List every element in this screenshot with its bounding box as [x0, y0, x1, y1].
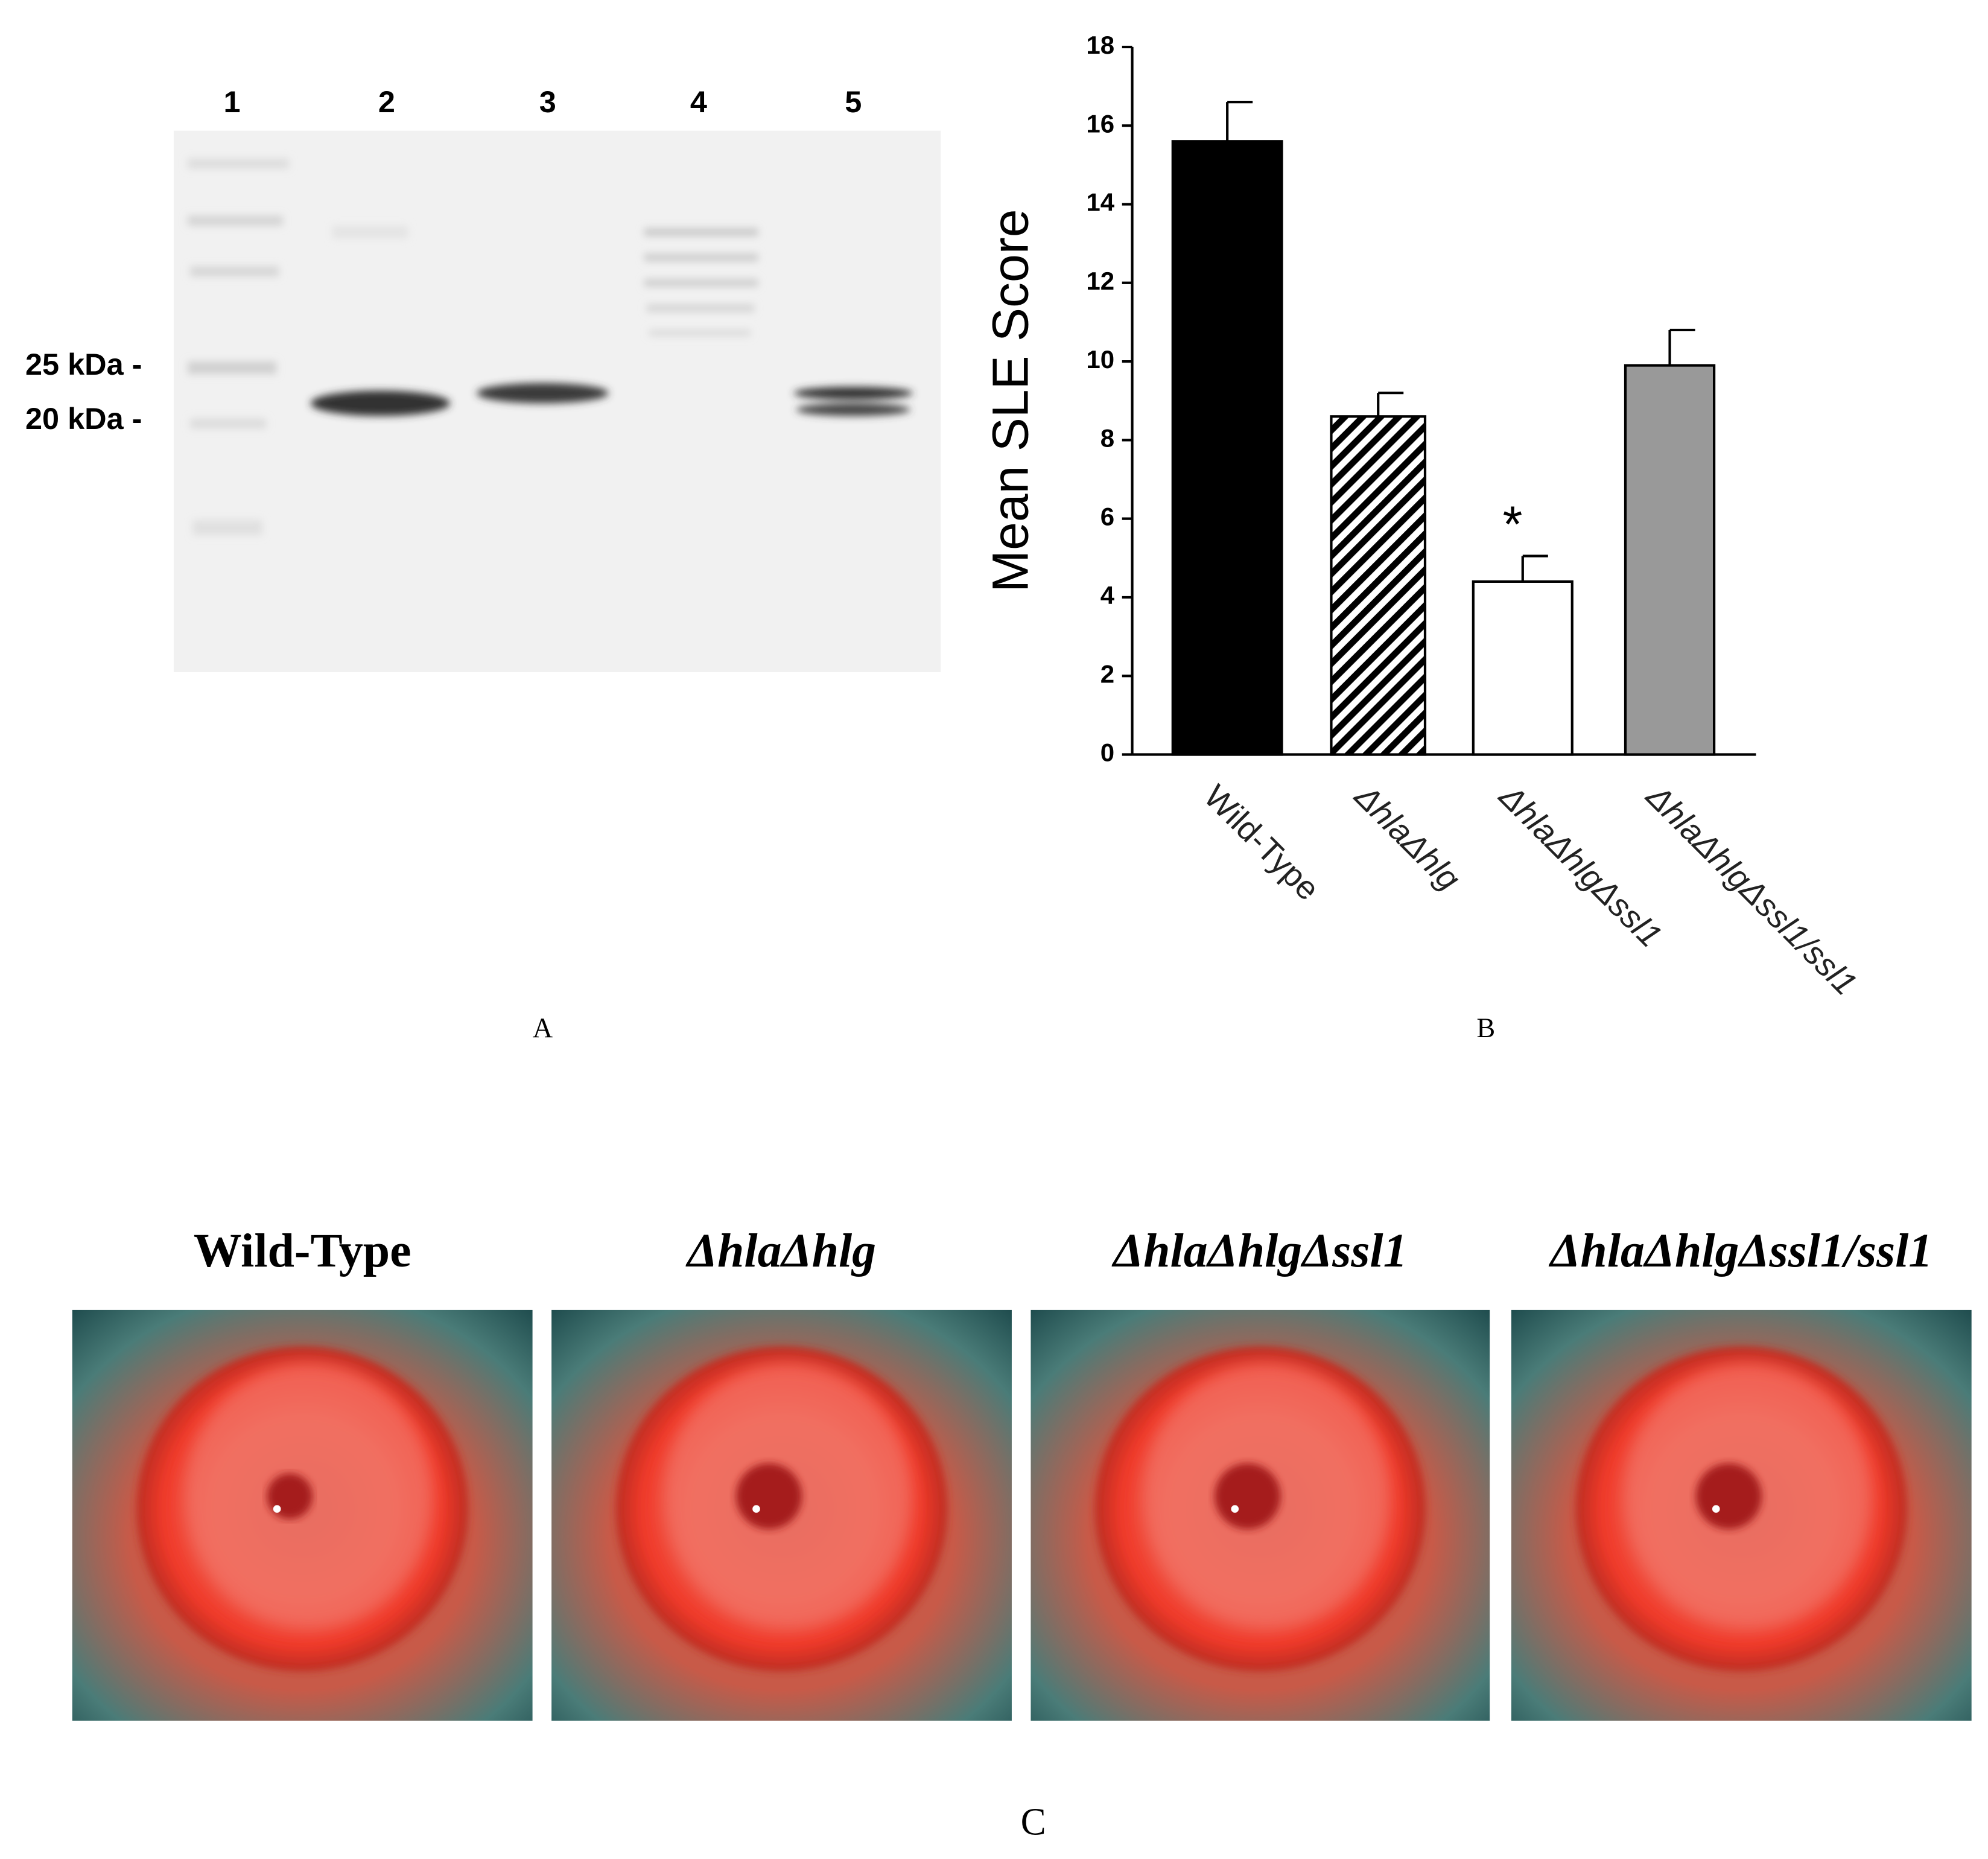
y-tick-label: 0 — [1100, 739, 1114, 767]
x-tick-label: Wild-Type — [1197, 778, 1327, 907]
bar — [1472, 580, 1574, 756]
bar — [1330, 415, 1427, 756]
y-axis-label: Mean SLE Score — [982, 209, 1038, 593]
photo-panel: C Wild-Type ΔhlaΔhlg ΔhlaΔhlgΔssl1 ΔhlaΔhlg… — [72, 1224, 1972, 1843]
reflection — [1712, 1505, 1720, 1513]
y-tick-label: 14 — [1086, 188, 1114, 217]
lane-label: 2 — [378, 84, 395, 119]
y-tick-label: 2 — [1100, 659, 1114, 688]
y-tick-label: 4 — [1100, 581, 1115, 609]
y-tick-label: 6 — [1100, 503, 1114, 531]
y-tick-label: 12 — [1086, 267, 1114, 295]
y-tick-label: 18 — [1086, 31, 1114, 59]
reflection — [1231, 1505, 1239, 1513]
reflection — [752, 1505, 760, 1513]
pupil — [735, 1463, 802, 1530]
panel-label: B — [1476, 1012, 1495, 1043]
x-tick-label: ΔhlaΔhlg — [1347, 777, 1467, 897]
y-tick-label: 8 — [1100, 424, 1114, 452]
lane-label: 3 — [539, 84, 556, 119]
marker-label: 25 kDa - — [25, 347, 142, 381]
bar — [1171, 140, 1283, 756]
panel-label: A — [533, 1012, 553, 1043]
marker-label: 20 kDa - — [25, 401, 142, 436]
y-tick-label: 10 — [1086, 345, 1114, 373]
panel-label: C — [1021, 1801, 1046, 1843]
lane-label: 1 — [224, 84, 241, 119]
bar-chart: Mean SLE Score B 0 2 4 6 8 10 12 14 16 18 Wild-Typ… — [982, 31, 1864, 1043]
photo-title: ΔhlaΔhlgΔssl1 — [1111, 1224, 1407, 1277]
gel-bands — [188, 158, 913, 535]
photo-title: ΔhlaΔhlgΔssl1/ssl1 — [1548, 1224, 1932, 1277]
y-tick-label: 16 — [1086, 109, 1114, 138]
lane-label: 5 — [845, 84, 862, 119]
pupil — [1695, 1463, 1762, 1530]
gel-panel: 1 2 3 4 5 25 kDa - 20 kDa - A — [25, 84, 941, 1043]
annotation: * — [1503, 496, 1523, 553]
pupil — [267, 1473, 313, 1519]
reflection — [273, 1505, 281, 1513]
pupil — [1215, 1463, 1281, 1530]
x-tick-label: ΔhlaΔhlgΔssl1/ssl1 — [1639, 777, 1864, 1002]
lane-label: 4 — [690, 84, 707, 119]
photo-title: Wild-Type — [194, 1224, 411, 1277]
photo-title: ΔhlaΔhlg — [685, 1224, 876, 1277]
bar — [1624, 364, 1716, 756]
